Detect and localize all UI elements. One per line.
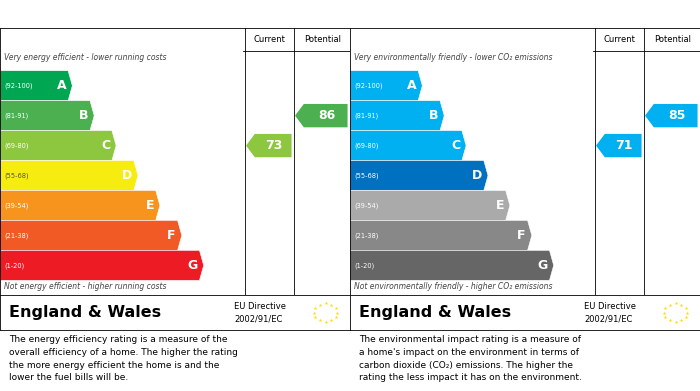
Text: B: B [79, 109, 88, 122]
Text: D: D [122, 169, 132, 182]
Text: (69-80): (69-80) [354, 142, 379, 149]
Text: Energy Efficiency Rating: Energy Efficiency Rating [8, 8, 192, 21]
Text: C: C [101, 139, 110, 152]
Text: Current: Current [603, 35, 636, 44]
Text: Not environmentally friendly - higher CO₂ emissions: Not environmentally friendly - higher CO… [354, 282, 552, 291]
Text: (55-68): (55-68) [354, 172, 379, 179]
Text: (81-91): (81-91) [4, 112, 29, 119]
Text: (39-54): (39-54) [354, 202, 379, 209]
Text: England & Wales: England & Wales [358, 305, 511, 320]
Text: 85: 85 [668, 109, 685, 122]
Text: B: B [429, 109, 438, 122]
Text: 86: 86 [318, 109, 335, 122]
Polygon shape [0, 100, 94, 131]
Polygon shape [0, 161, 138, 190]
Polygon shape [350, 250, 554, 280]
Text: (39-54): (39-54) [4, 202, 29, 209]
Text: (1-20): (1-20) [354, 262, 374, 269]
Text: Not energy efficient - higher running costs: Not energy efficient - higher running co… [4, 282, 166, 291]
Text: F: F [517, 229, 526, 242]
Polygon shape [0, 190, 160, 221]
Text: (92-100): (92-100) [354, 83, 383, 89]
Text: (92-100): (92-100) [4, 83, 33, 89]
Text: Potential: Potential [304, 35, 341, 44]
Polygon shape [350, 71, 422, 100]
Text: 73: 73 [265, 139, 283, 152]
Polygon shape [350, 131, 466, 161]
Text: A: A [57, 79, 66, 92]
Text: The energy efficiency rating is a measure of the
overall efficiency of a home. T: The energy efficiency rating is a measur… [8, 335, 237, 382]
Text: F: F [167, 229, 176, 242]
Polygon shape [350, 100, 444, 131]
Text: E: E [496, 199, 504, 212]
Text: (21-38): (21-38) [354, 232, 379, 239]
Text: England & Wales: England & Wales [8, 305, 161, 320]
Text: (69-80): (69-80) [4, 142, 29, 149]
Text: G: G [538, 259, 547, 272]
Text: (21-38): (21-38) [4, 232, 29, 239]
Text: The environmental impact rating is a measure of
a home's impact on the environme: The environmental impact rating is a mea… [358, 335, 582, 382]
Text: G: G [188, 259, 197, 272]
Text: EU Directive
2002/91/EC: EU Directive 2002/91/EC [234, 302, 286, 323]
Text: Environmental Impact (CO₂) Rating: Environmental Impact (CO₂) Rating [358, 8, 621, 21]
Polygon shape [645, 104, 697, 127]
Text: (1-20): (1-20) [4, 262, 25, 269]
Polygon shape [350, 161, 488, 190]
Polygon shape [0, 221, 182, 250]
Polygon shape [596, 134, 641, 157]
Text: Potential: Potential [654, 35, 691, 44]
Text: D: D [472, 169, 482, 182]
Text: EU Directive
2002/91/EC: EU Directive 2002/91/EC [584, 302, 636, 323]
Text: (81-91): (81-91) [354, 112, 379, 119]
Text: Current: Current [253, 35, 286, 44]
Polygon shape [350, 221, 532, 250]
Text: A: A [407, 79, 416, 92]
Text: Very energy efficient - lower running costs: Very energy efficient - lower running co… [4, 53, 166, 63]
Polygon shape [0, 71, 72, 100]
Polygon shape [295, 104, 347, 127]
Polygon shape [0, 250, 204, 280]
Polygon shape [0, 131, 116, 161]
Text: C: C [451, 139, 460, 152]
Polygon shape [350, 190, 510, 221]
Polygon shape [246, 134, 292, 157]
Text: (55-68): (55-68) [4, 172, 29, 179]
Text: Very environmentally friendly - lower CO₂ emissions: Very environmentally friendly - lower CO… [354, 53, 552, 63]
Text: 71: 71 [615, 139, 633, 152]
Text: E: E [146, 199, 154, 212]
